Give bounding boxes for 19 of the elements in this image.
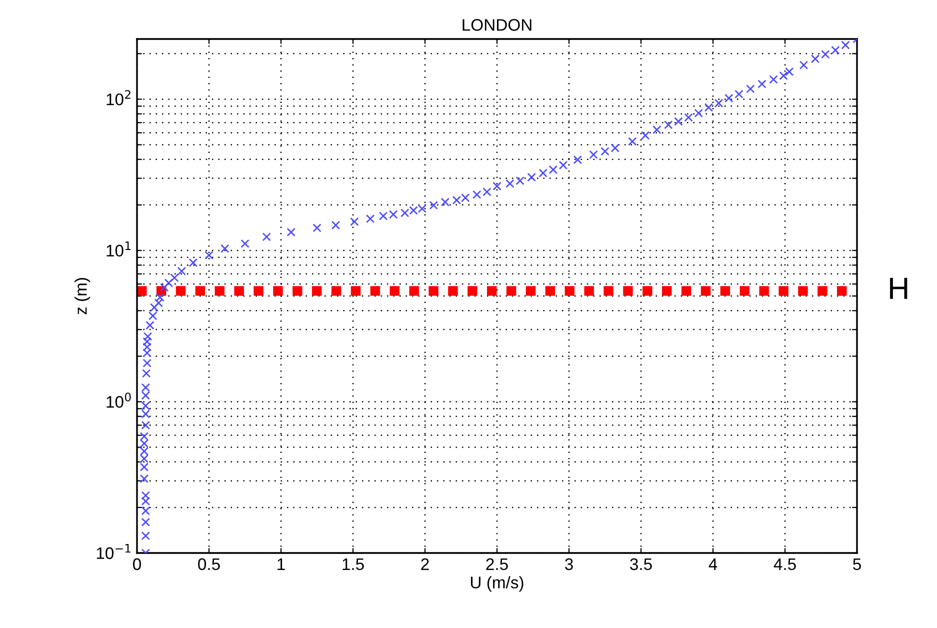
x-tick-label: 3 <box>565 558 573 570</box>
x-axis-title: U (m/s) <box>470 576 524 592</box>
x-tick-label: 3.5 <box>630 558 652 570</box>
x-tick-label: 4 <box>708 558 718 570</box>
x-tick-label: 0.5 <box>198 558 220 570</box>
y-tick-label: 10$^{2}$ <box>106 90 130 106</box>
y-tick-label: 10$^{0}$ <box>106 392 131 408</box>
y-tick-label: 10$^{−1}$ <box>96 544 130 560</box>
y-tick-label: 10$^{1}$ <box>106 242 131 257</box>
x-tick-label: 1.5 <box>342 558 364 570</box>
x-tick-label: 2 <box>421 558 429 570</box>
ref-line-label: H <box>890 278 908 299</box>
x-tick-label: 1 <box>278 558 285 570</box>
chart-title: LONDON <box>462 19 532 31</box>
x-tick-label: 0 <box>133 558 141 570</box>
x-tick-label: 5 <box>853 558 861 570</box>
x-tick-label: 2.5 <box>486 558 508 570</box>
x-tick-label: 4.5 <box>774 558 796 570</box>
y-axis-title: z (m) <box>74 278 90 314</box>
